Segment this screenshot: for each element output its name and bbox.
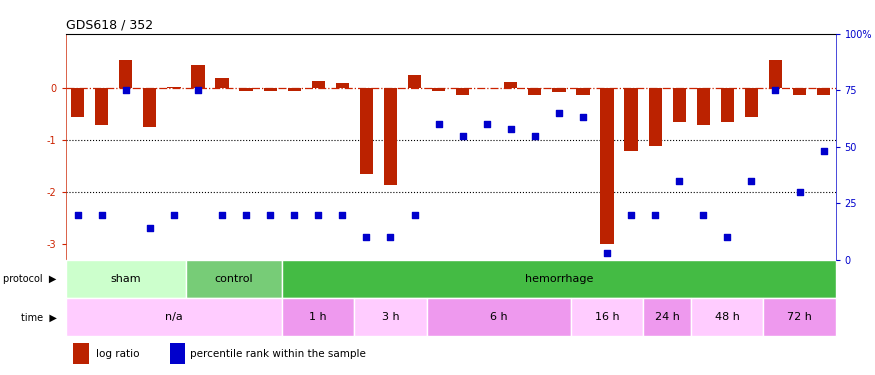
Text: n/a: n/a	[165, 312, 183, 322]
Point	[576, 114, 590, 120]
Point	[239, 211, 253, 217]
Point	[528, 132, 542, 138]
Bar	[186, 260, 282, 298]
Text: 24 h: 24 h	[654, 312, 680, 322]
Bar	[119, 60, 132, 88]
Bar	[696, 88, 710, 125]
Bar	[600, 88, 613, 244]
Point	[720, 234, 734, 240]
Bar	[745, 88, 758, 117]
Bar	[263, 88, 276, 91]
Bar	[571, 298, 643, 336]
Point	[745, 178, 759, 184]
Text: control: control	[214, 274, 254, 284]
Bar	[552, 88, 565, 93]
Text: sham: sham	[110, 274, 141, 284]
Point	[287, 211, 301, 217]
Bar	[66, 298, 282, 336]
Bar	[66, 260, 186, 298]
Bar	[71, 88, 84, 117]
Text: 6 h: 6 h	[490, 312, 508, 322]
Bar	[763, 298, 836, 336]
Point	[383, 234, 397, 240]
Point	[504, 126, 518, 132]
Point	[696, 211, 710, 217]
Bar	[427, 298, 571, 336]
Point	[191, 87, 205, 93]
Point	[768, 87, 782, 93]
Point	[672, 178, 686, 184]
Bar	[817, 88, 830, 94]
Point	[312, 211, 326, 217]
Point	[431, 121, 445, 127]
Point	[94, 211, 108, 217]
Bar	[673, 88, 686, 122]
Bar	[167, 87, 180, 88]
Text: time  ▶: time ▶	[20, 312, 56, 322]
Point	[480, 121, 494, 127]
Text: protocol  ▶: protocol ▶	[3, 274, 56, 284]
Bar	[408, 75, 421, 88]
Point	[624, 211, 638, 217]
Point	[648, 211, 662, 217]
Point	[456, 132, 470, 138]
Point	[263, 211, 277, 217]
Point	[793, 189, 807, 195]
Point	[335, 211, 349, 217]
Bar	[354, 298, 427, 336]
Bar	[312, 81, 325, 88]
Text: 16 h: 16 h	[595, 312, 619, 322]
Bar	[170, 344, 185, 364]
Bar	[721, 88, 734, 122]
Bar	[648, 88, 662, 146]
Point	[71, 211, 85, 217]
Bar	[74, 344, 88, 364]
Text: hemorrhage: hemorrhage	[525, 274, 593, 284]
Point	[215, 211, 229, 217]
Point	[408, 211, 422, 217]
Point	[167, 211, 181, 217]
Bar	[625, 88, 638, 151]
Bar	[456, 88, 469, 94]
Point	[552, 110, 566, 116]
Point	[816, 148, 830, 154]
Bar	[288, 88, 301, 91]
Text: 48 h: 48 h	[715, 312, 739, 322]
Bar	[691, 298, 763, 336]
Text: GDS618 / 352: GDS618 / 352	[66, 18, 153, 31]
Text: percentile rank within the sample: percentile rank within the sample	[191, 349, 367, 359]
Point	[600, 250, 614, 256]
Point	[360, 234, 374, 240]
Bar	[793, 88, 806, 94]
Bar	[384, 88, 397, 184]
Text: 3 h: 3 h	[382, 312, 399, 322]
Bar	[240, 88, 253, 91]
Point	[119, 87, 133, 93]
Bar	[95, 88, 108, 125]
Bar	[215, 78, 228, 88]
Bar	[769, 60, 782, 88]
Text: 72 h: 72 h	[788, 312, 812, 322]
Bar	[577, 88, 590, 94]
Bar	[504, 82, 517, 88]
Bar	[192, 65, 205, 88]
Bar	[432, 88, 445, 91]
Bar	[643, 298, 691, 336]
Bar	[528, 88, 542, 94]
Bar	[144, 88, 157, 128]
Bar	[336, 83, 349, 88]
Bar	[282, 298, 354, 336]
Point	[143, 225, 157, 231]
Text: log ratio: log ratio	[96, 349, 140, 359]
Bar	[360, 88, 373, 174]
Bar	[282, 260, 836, 298]
Text: 1 h: 1 h	[310, 312, 327, 322]
